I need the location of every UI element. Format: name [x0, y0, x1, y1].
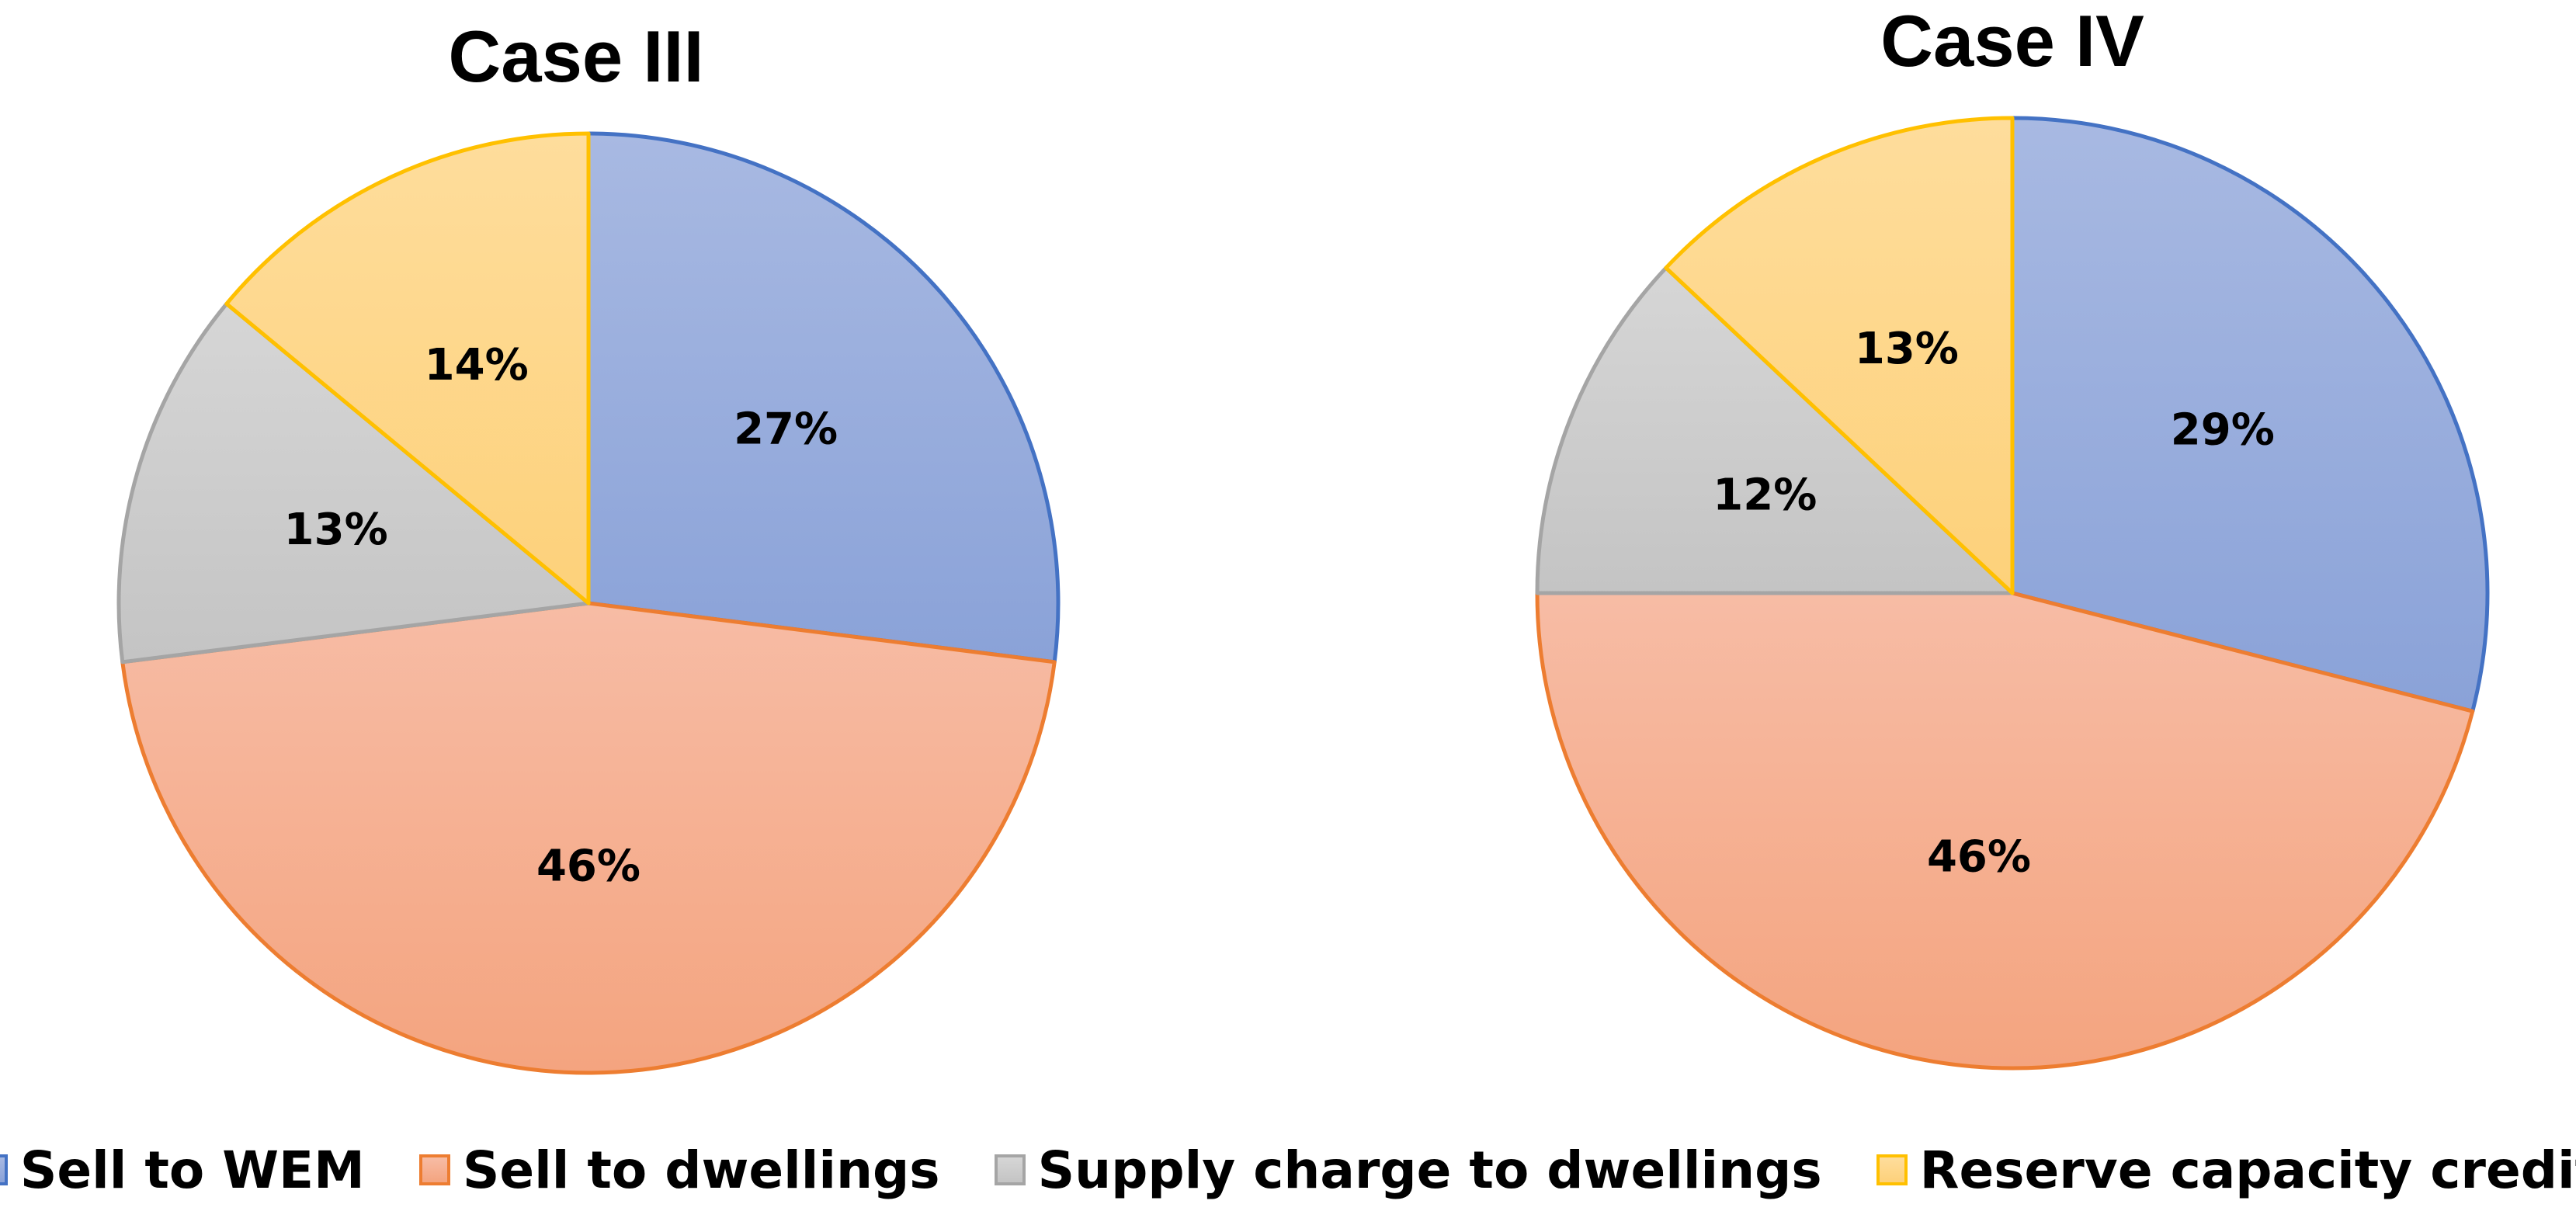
legend-label: Reserve capacity credit	[1919, 1140, 2576, 1200]
data-label-supply-charge-to-dwellings: 12%	[1713, 470, 1817, 520]
pie-slices-case-iv	[1535, 116, 2490, 1071]
pie-labels-case-iii: 27% 46% 13% 14%	[284, 340, 838, 891]
pie-slice-sell-to-dwellings	[1535, 591, 2475, 1071]
pie-slice-supply-charge-to-dwellings	[1535, 265, 2015, 595]
chart-title-case-iii: Case III	[448, 16, 703, 97]
pie-chart-case-iv: Case IV 29% 46% 12% 13%	[1535, 0, 2490, 1071]
pie-slice-sell-to-dwellings	[120, 601, 1057, 1075]
legend-label: Sell to dwellings	[462, 1140, 940, 1200]
legend-swatch	[0, 1154, 8, 1185]
legend-swatch	[418, 1154, 450, 1185]
data-label-sell-to-wem: 29%	[2171, 404, 2275, 455]
chart-legend: Sell to WEM Sell to dwellings Supply cha…	[0, 1127, 2576, 1213]
legend-swatch	[994, 1154, 1026, 1185]
legend-label: Sell to WEM	[19, 1140, 365, 1200]
legend-item-sell-to-dwellings: Sell to dwellings	[418, 1140, 940, 1200]
legend-item-supply-charge-to-dwellings: Supply charge to dwellings	[994, 1140, 1822, 1200]
pie-slice-supply-charge-to-dwellings	[116, 301, 591, 665]
chart-title-case-iv: Case IV	[1880, 0, 2144, 82]
pie-labels-case-iv: 29% 46% 12% 13%	[1713, 324, 2275, 883]
pie-slices-case-iii	[116, 131, 1061, 1075]
pie-slice-sell-to-wem	[2010, 116, 2490, 713]
pie-chart-case-iii: Case III 27% 46% 13% 14%	[116, 16, 1061, 1075]
data-label-sell-to-dwellings: 46%	[1927, 832, 2031, 883]
pie-slice-reserve-capacity-credit	[224, 131, 591, 606]
legend-swatch	[1876, 1154, 1908, 1185]
legend-item-reserve-capacity-credit: Reserve capacity credit	[1876, 1140, 2576, 1200]
data-label-reserve-capacity-credit: 14%	[425, 340, 529, 390]
data-label-sell-to-dwellings: 46%	[536, 841, 641, 891]
data-label-sell-to-wem: 27%	[734, 404, 838, 454]
pie-slice-sell-to-wem	[586, 131, 1061, 665]
pie-slice-reserve-capacity-credit	[1664, 116, 2015, 595]
legend-label: Supply charge to dwellings	[1037, 1140, 1822, 1200]
data-label-reserve-capacity-credit: 13%	[1855, 324, 1959, 374]
data-label-supply-charge-to-dwellings: 13%	[284, 505, 388, 555]
legend-item-sell-to-wem: Sell to WEM	[0, 1140, 365, 1200]
